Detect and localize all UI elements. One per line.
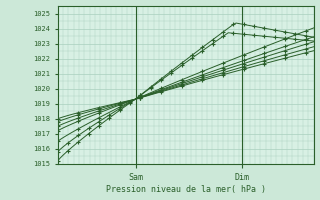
X-axis label: Pression niveau de la mer( hPa ): Pression niveau de la mer( hPa ) (106, 185, 266, 194)
